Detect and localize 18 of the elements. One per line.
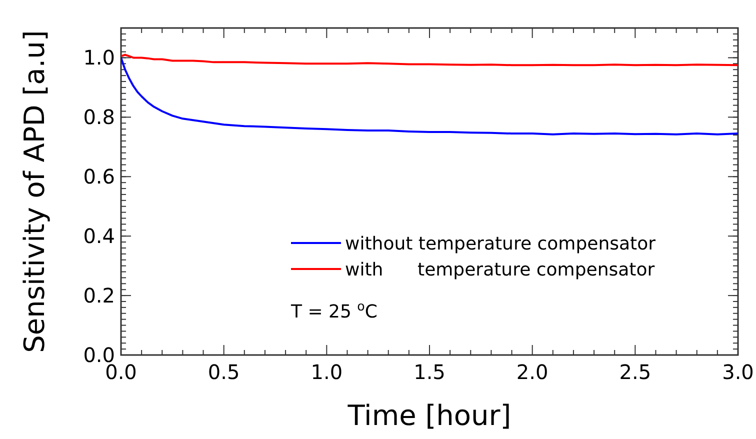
line-series — [121, 54, 738, 66]
y-tick-label: 0.2 — [83, 284, 115, 308]
y-tick-label: 1.0 — [83, 46, 115, 70]
x-tick-label: 0.5 — [208, 360, 240, 384]
legend-label: with temperature compensator — [345, 259, 656, 280]
y-tick-label: 0.8 — [83, 105, 115, 130]
x-tick-label: 3.0 — [722, 360, 754, 384]
legend-label: without temperature compensator — [345, 233, 656, 254]
annotation: T = 25 $^{o}$C — [290, 298, 378, 322]
x-tick-label: 1.5 — [414, 360, 446, 384]
x-axis-title: Time [hour] — [346, 399, 512, 432]
x-tick-label: 2.5 — [619, 360, 652, 384]
x-tick-label: 1.0 — [310, 360, 343, 384]
line-series — [121, 56, 738, 136]
y-axis-title: Sensitivity of APD [a.u] — [18, 30, 51, 353]
y-tick-label: 0.6 — [83, 164, 115, 189]
y-tick-label: 0.4 — [83, 224, 115, 248]
x-tick-label: 2.0 — [516, 360, 548, 384]
